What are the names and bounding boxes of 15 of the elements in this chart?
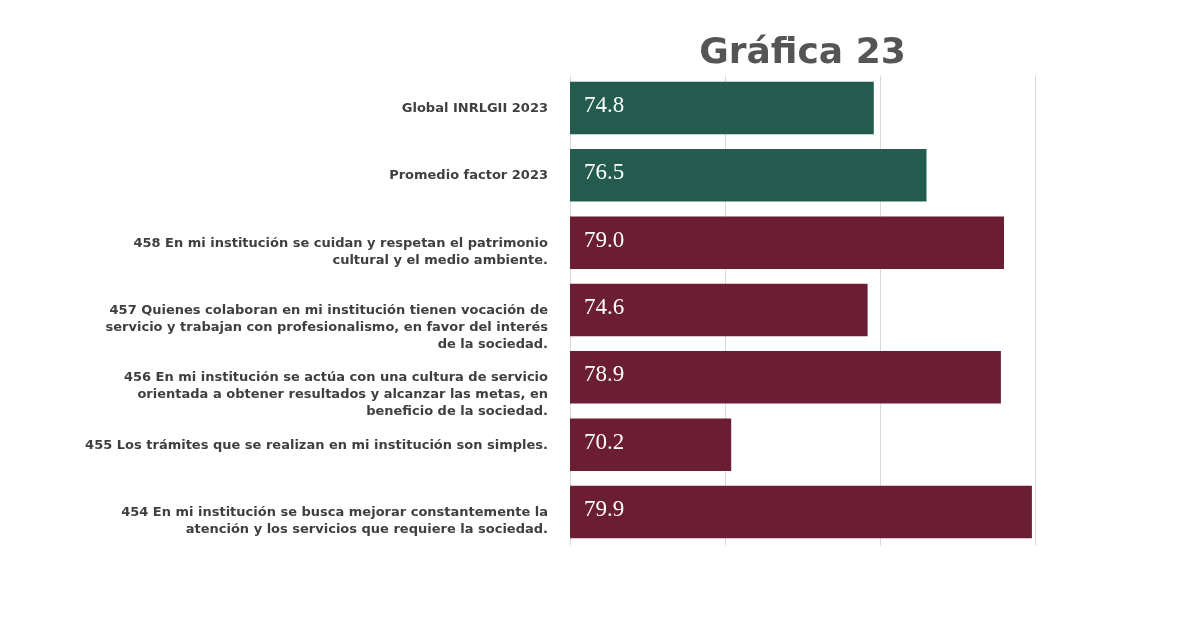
- data-label: 79.0: [584, 226, 625, 252]
- data-label: 74.8: [584, 91, 625, 117]
- chart-title: Gráfica 23: [699, 30, 906, 71]
- y-tick-label: 457 Quienes colaboran en mi institución tienen vocación de servicio y trabajan con profesionalismo, en favor del interés de la sociedad.: [105, 302, 549, 351]
- y-tick-label: 456 En mi institución se actúa con una cultura de servicio orientada a obtener resultados y alcanzar las metas, en beneficio de la sociedad.: [123, 369, 549, 419]
- data-label: 70.2: [584, 428, 625, 454]
- data-label: 79.9: [584, 496, 625, 522]
- y-tick-label: 454 En mi institución se busca mejorar constantemente la atención y los servicios que requiere la sociedad.: [121, 504, 548, 537]
- data-label: 74.6: [584, 294, 625, 319]
- data-label: 78.9: [584, 361, 625, 387]
- y-tick-label: Global INRLGII 2023: [401, 99, 548, 115]
- data-label: 76.5: [584, 159, 625, 185]
- y-tick-label: Promedio factor 2023: [389, 167, 548, 183]
- y-tick-label: 458 En mi institución se cuidan y respetan el patrimonio cultural y el medio ambiente.: [133, 234, 549, 267]
- y-tick-label: 455 Los trámites que se realizan en mi institución son simples.: [85, 436, 548, 452]
